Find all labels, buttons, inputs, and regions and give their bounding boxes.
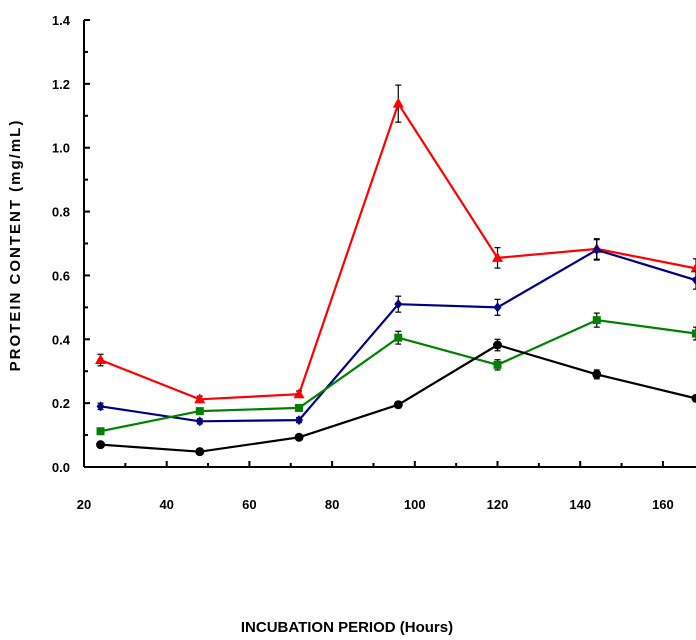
- y-tick-label: 0.4: [52, 332, 71, 347]
- series-3-point: [592, 369, 602, 379]
- y-tick-label: 0.2: [52, 396, 70, 411]
- series-0-point: [492, 251, 504, 262]
- x-tick-label: 100: [404, 497, 426, 512]
- series-0-point: [293, 388, 305, 399]
- y-tick-label: 1.0: [52, 141, 70, 156]
- x-tick-label: 160: [652, 497, 674, 512]
- series-1-point: [96, 401, 105, 412]
- y-tick-label: 0.6: [52, 268, 70, 283]
- x-tick-label: 20: [77, 497, 91, 512]
- x-tick-label: 40: [159, 497, 173, 512]
- series-0-point: [95, 354, 107, 365]
- series-1-point: [592, 244, 601, 255]
- series-2-point: [295, 403, 304, 412]
- series-1-point: [692, 275, 696, 286]
- series-2-point: [96, 427, 105, 436]
- y-tick-label: 1.4: [52, 13, 71, 28]
- series-2-point: [493, 360, 502, 369]
- series-2-point: [394, 333, 403, 342]
- series-1-point: [394, 299, 403, 310]
- y-axis-title: PROTEIN CONTENT (mg/mL): [7, 119, 24, 372]
- y-tick-label: 1.2: [52, 77, 70, 92]
- series-3-point: [195, 447, 205, 457]
- series-3-line: [100, 343, 696, 453]
- series-3-point: [96, 440, 106, 450]
- series-1-point: [195, 416, 204, 427]
- series-0-point: [392, 97, 404, 108]
- series-3-point: [294, 432, 304, 442]
- y-tick-label: 0.0: [52, 460, 70, 475]
- series-3-point: [493, 340, 503, 350]
- x-tick-label: 120: [487, 497, 509, 512]
- series-3-point: [393, 400, 403, 410]
- series-1-point: [493, 302, 502, 313]
- series-0-point: [690, 262, 696, 273]
- x-tick-label: 60: [242, 497, 256, 512]
- series-1-point: [295, 415, 304, 426]
- x-axis-title: INCUBATION PERIOD (Hours): [241, 619, 453, 636]
- series-3-point: [691, 393, 696, 403]
- y-tick-label: 0.8: [52, 205, 70, 220]
- x-tick-label: 140: [569, 497, 591, 512]
- series-2-point: [692, 329, 696, 338]
- series-2-point: [195, 407, 204, 416]
- x-tick-label: 80: [325, 497, 339, 512]
- series-2-point: [592, 316, 601, 325]
- series-0-line: [100, 101, 696, 401]
- series-0-point: [194, 393, 206, 404]
- plot-area: 0.0 0.2 0.4 0.6 0.8 1.0 1.2 1.4 20 40 60 80 100 120 14…: [52, 13, 696, 512]
